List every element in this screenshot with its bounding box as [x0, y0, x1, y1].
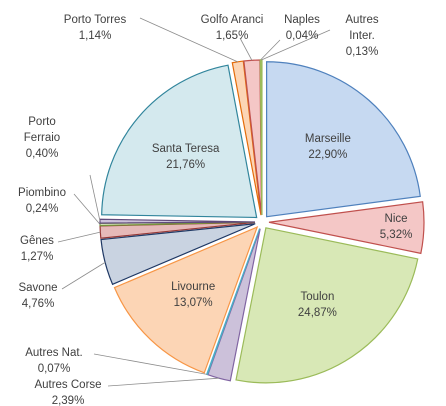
value-label: 0,24% — [25, 203, 59, 215]
leader-line — [139, 17, 238, 63]
leader-line — [239, 37, 253, 61]
category-name: Santa Teresa — [151, 143, 220, 156]
value-label: 2,39% — [51, 395, 85, 406]
category-name: Naples — [284, 14, 320, 26]
slice-label: Gênes 1,27% — [20, 233, 54, 265]
category-name: Nice — [384, 212, 408, 225]
leader-line — [89, 174, 101, 222]
leader-line — [93, 353, 208, 375]
slice-label: Porto Ferraio 0,40% — [16, 114, 68, 162]
value-label: 0,07% — [37, 363, 71, 375]
leader-line — [260, 39, 281, 61]
value-label: 1,14% — [78, 30, 112, 42]
value-label: 4,76% — [21, 298, 55, 310]
slice-label: Autres Nat. 0,07% — [25, 345, 83, 377]
pie-slice — [100, 223, 256, 286]
slice-label: Porto Torres 1,14% — [64, 12, 126, 44]
pie-slice — [113, 225, 259, 374]
category-name: Marseille — [304, 132, 351, 145]
slice-label: Savone 4,76% — [18, 280, 57, 312]
slice-label: Naples 0,04% — [284, 12, 320, 44]
value-label: 21,76% — [166, 159, 206, 172]
category-name: Autres Nat. — [25, 347, 83, 359]
pie-slice — [268, 201, 425, 255]
category-name: Toulon — [300, 291, 335, 304]
pie-slice — [266, 61, 421, 218]
category-name: Autres Inter. — [345, 14, 379, 42]
slice-label: Autres Corse 2,39% — [34, 377, 101, 406]
category-name: Golfo Aranci — [200, 14, 264, 26]
value-label: 5,32% — [379, 228, 413, 241]
category-name: Autres Corse — [34, 379, 102, 391]
value-label: 0,04% — [285, 30, 319, 42]
category-name: Porto Ferraio — [23, 116, 61, 144]
value-label: 24,87% — [297, 307, 337, 320]
slice-label: Marseille 22,90% — [305, 131, 351, 163]
category-name: Piombino — [18, 187, 66, 199]
category-name: Livourne — [171, 280, 216, 293]
pie-slice — [235, 227, 419, 384]
value-label: 22,90% — [308, 148, 348, 161]
category-name: Gênes — [20, 235, 54, 247]
pie-slice — [99, 218, 256, 224]
category-name: Porto Torres — [63, 14, 127, 26]
slice-label: Livourne 13,07% — [171, 279, 215, 311]
value-label: 13,07% — [173, 296, 213, 309]
pie-slice — [101, 64, 258, 219]
slice-label: Nice 5,32% — [380, 211, 413, 243]
leader-line — [61, 262, 106, 290]
value-label: 0,13% — [345, 46, 379, 58]
slice-label: Santa Teresa 21,76% — [152, 141, 220, 173]
slice-label: Autres Inter. 0,13% — [340, 12, 385, 60]
value-label: 1,65% — [215, 30, 249, 42]
slice-label: Toulon 24,87% — [298, 289, 337, 321]
value-label: 1,27% — [20, 251, 54, 263]
leader-line — [107, 377, 219, 387]
slice-label: Piombino 0,24% — [18, 185, 66, 217]
leader-line — [73, 193, 101, 225]
value-label: 0,40% — [25, 148, 59, 160]
leader-line — [261, 29, 331, 61]
slice-label: Golfo Aranci 1,65% — [201, 12, 264, 44]
leader-line — [57, 231, 101, 243]
category-name: Savone — [18, 282, 58, 294]
